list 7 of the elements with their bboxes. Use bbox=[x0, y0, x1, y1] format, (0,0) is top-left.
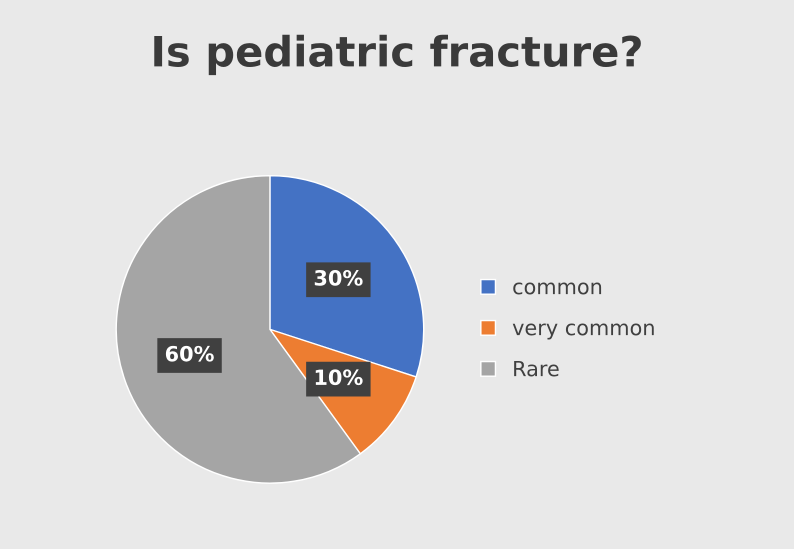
chart-title: Is pediatric fracture? bbox=[154, 34, 641, 76]
data-label: 30% bbox=[314, 270, 363, 286]
legend-label: Rare bbox=[514, 360, 559, 376]
legend-label: common bbox=[513, 282, 602, 294]
legend-label: very common bbox=[512, 323, 654, 340]
data-label: 10% bbox=[316, 369, 363, 386]
data-label: 60% bbox=[166, 346, 214, 362]
